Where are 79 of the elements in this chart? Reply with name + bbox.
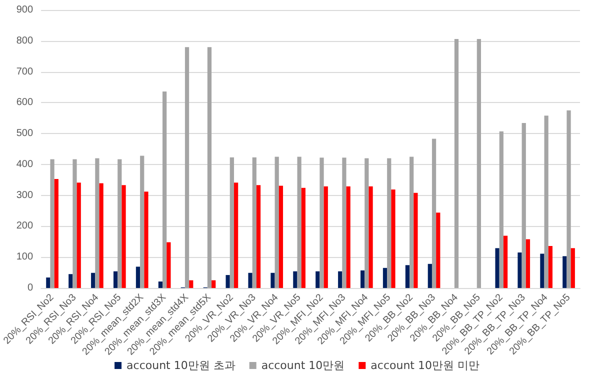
bar (428, 264, 432, 288)
bar (230, 157, 234, 288)
bar (248, 272, 252, 288)
bar (495, 248, 500, 288)
legend-label: account 10만원 미만 (370, 359, 480, 372)
bar (338, 271, 342, 288)
bar (113, 271, 118, 288)
bar (364, 158, 369, 288)
bar (136, 266, 140, 288)
bar (166, 242, 171, 288)
bar (234, 182, 238, 288)
bar (391, 189, 396, 288)
bar (256, 185, 261, 288)
bar (158, 282, 163, 288)
bar (122, 185, 126, 288)
bar (342, 158, 346, 288)
bar (499, 131, 504, 288)
bar (207, 47, 212, 288)
bar (252, 157, 256, 288)
legend-label: account 10만원 초과 (126, 359, 236, 372)
bar (212, 280, 216, 288)
y-tick-label: 100 (16, 252, 34, 263)
y-tick-label: 300 (16, 190, 34, 201)
bar (50, 159, 54, 288)
bar (562, 256, 567, 288)
bar (91, 272, 96, 288)
bar (476, 39, 482, 288)
bar (76, 182, 81, 288)
bar (226, 275, 230, 288)
bar (387, 158, 392, 288)
bar (526, 239, 530, 288)
bar (540, 254, 544, 288)
bar (293, 271, 298, 288)
bar (414, 192, 418, 288)
y-tick-label: 500 (16, 128, 34, 140)
bar (189, 280, 194, 288)
bar (324, 186, 328, 288)
bar (518, 252, 522, 288)
bar (274, 156, 279, 288)
bar (297, 156, 302, 288)
bar (320, 158, 324, 288)
bar (118, 159, 122, 288)
bar (316, 271, 320, 288)
bar (360, 270, 365, 288)
bar (301, 188, 306, 288)
bar (503, 236, 508, 288)
bar (566, 110, 571, 288)
bar (570, 248, 575, 288)
bar (410, 156, 414, 288)
bar (95, 158, 100, 288)
bar (405, 265, 410, 288)
y-tick-label: 800 (16, 35, 34, 46)
bar (432, 138, 436, 288)
bar (184, 47, 190, 288)
legend-label: account 10만원 (261, 359, 345, 372)
y-tick-label: 600 (16, 97, 34, 108)
y-tick-label: 700 (16, 66, 34, 78)
bar (99, 183, 104, 288)
bar (46, 278, 50, 288)
bar (162, 92, 167, 288)
bar (544, 116, 548, 288)
bar (270, 272, 275, 288)
y-tick-label: 0 (27, 282, 34, 294)
bar (144, 192, 148, 288)
y-tick-label: 200 (16, 220, 34, 232)
bar (278, 186, 284, 288)
bar (72, 159, 77, 288)
bar (436, 212, 440, 288)
y-tick-label: 400 (16, 158, 34, 170)
bar (368, 186, 373, 288)
bar (522, 123, 526, 288)
bar (346, 186, 350, 288)
y-tick-label: 900 (16, 4, 34, 16)
bar (548, 246, 552, 288)
bar (54, 178, 58, 288)
bar (454, 39, 459, 288)
bar (140, 156, 144, 288)
bar (382, 268, 388, 288)
bar (68, 274, 73, 288)
